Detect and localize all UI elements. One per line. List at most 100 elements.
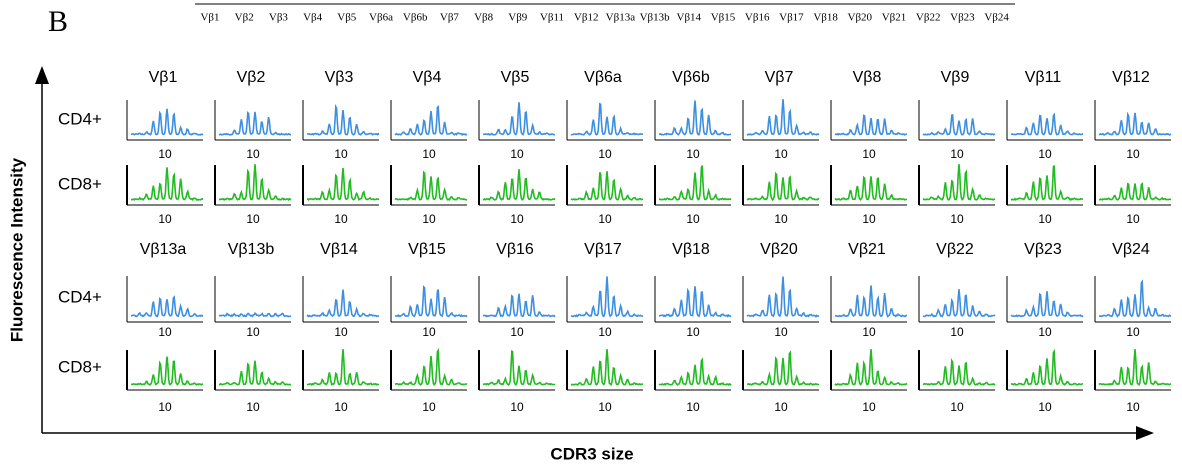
- row-label: CD8+: [58, 174, 102, 193]
- spectratype: [482, 169, 556, 201]
- strip-label: Vβ6b: [403, 12, 428, 24]
- spectratype: [834, 349, 908, 386]
- tick-label: 10: [598, 212, 612, 226]
- spectratype: [306, 349, 380, 386]
- panel-title: Vβ4: [413, 69, 442, 86]
- tick-label: 10: [158, 212, 172, 226]
- tick-label: 10: [1126, 212, 1140, 226]
- y-axis-label: Fluorescence Intensity: [7, 157, 26, 342]
- tick-label: 10: [1126, 400, 1140, 414]
- panel-title: Vβ24: [1112, 241, 1150, 258]
- spectratype: [922, 164, 996, 201]
- panel-title: Vβ6b: [672, 69, 710, 86]
- spectratype: [922, 113, 996, 136]
- panel-title: Vβ8: [853, 69, 882, 86]
- tick-label: 10: [334, 400, 348, 414]
- spectratype: [1010, 291, 1084, 318]
- tick-label: 10: [1038, 325, 1052, 339]
- tick-label: 10: [774, 400, 788, 414]
- strip-label: Vβ17: [779, 12, 804, 24]
- tick-label: 10: [862, 325, 876, 339]
- tick-label: 10: [950, 212, 964, 226]
- row-label: CD4+: [58, 287, 102, 306]
- strip-label: Vβ14: [677, 12, 702, 24]
- spectratype: [1010, 165, 1084, 202]
- panel-title: Vβ9: [941, 69, 970, 86]
- panel-label: B: [48, 5, 68, 38]
- panel-title: Vβ18: [672, 241, 710, 258]
- spectratype: [218, 360, 292, 386]
- spectratype: [130, 295, 204, 318]
- tick-label: 10: [510, 212, 524, 226]
- panel-title: Vβ21: [848, 241, 886, 258]
- strip-label: Vβ12: [574, 12, 599, 24]
- strip-label: Vβ13b: [640, 12, 671, 24]
- tick-label: 10: [246, 212, 260, 226]
- tick-label: 10: [1038, 147, 1052, 161]
- row-label: CD8+: [58, 357, 102, 376]
- spectratype: [746, 99, 820, 136]
- tick-label: 10: [422, 212, 436, 226]
- tick-label: 10: [158, 400, 172, 414]
- spectratype: [658, 286, 732, 318]
- tick-label: 10: [422, 325, 436, 339]
- spectratype: [658, 165, 732, 201]
- spectratype: [131, 167, 204, 202]
- tick-label: 10: [246, 400, 260, 414]
- tick-label: 10: [598, 400, 612, 414]
- spectratype: [1098, 111, 1172, 136]
- strip-label: Vβ9: [508, 12, 528, 24]
- strip-label: Vβ11: [540, 12, 564, 24]
- tick-label: 10: [686, 325, 700, 339]
- panel-title: Vβ3: [325, 69, 354, 86]
- spectratype: [1098, 349, 1172, 386]
- strip-label: Vβ3: [269, 12, 289, 24]
- spectratype: [483, 293, 556, 318]
- tick-label: 10: [246, 147, 260, 161]
- strip-label: Vβ18: [813, 12, 838, 24]
- row-label: CD4+: [58, 109, 102, 128]
- spectratype: [394, 170, 467, 202]
- strip-label: Vβ2: [235, 12, 254, 24]
- strip-label: Vβ8: [474, 12, 494, 24]
- tick-label: 10: [686, 400, 700, 414]
- tick-label: 10: [334, 147, 348, 161]
- tick-label: 10: [950, 147, 964, 161]
- spectratype: [1098, 182, 1172, 201]
- tick-label: 10: [862, 400, 876, 414]
- tick-label: 10: [158, 325, 172, 339]
- panel-title: Vβ12: [1112, 69, 1150, 86]
- tick-label: 10: [686, 147, 700, 161]
- tick-label: 10: [950, 400, 964, 414]
- x-axis-label: CDR3 size: [550, 444, 633, 463]
- tick-label: 10: [774, 147, 788, 161]
- spectratype: [1098, 279, 1172, 318]
- spectratype: [922, 358, 996, 386]
- tick-label: 10: [862, 212, 876, 226]
- strip-label: Vβ16: [745, 12, 770, 24]
- strip-label: Vβ24: [984, 12, 1009, 24]
- tick-label: 10: [246, 325, 260, 339]
- spectratype: [394, 348, 468, 387]
- strip-label: Vβ22: [916, 12, 941, 24]
- panel-title: Vβ16: [496, 241, 534, 258]
- spectratype: [307, 168, 380, 201]
- tick-label: 10: [334, 325, 348, 339]
- tick-label: 10: [510, 325, 524, 339]
- strip-label: Vβ5: [337, 12, 357, 24]
- strip-label: Vβ13a: [606, 12, 636, 24]
- spectratype: [570, 102, 644, 136]
- spectratype: [219, 164, 292, 201]
- panel-title: Vβ13b: [228, 241, 275, 258]
- spectratype: [834, 175, 907, 201]
- spectratype: [746, 276, 820, 318]
- y-arrow: [35, 66, 49, 84]
- spectratype: [746, 171, 820, 202]
- spectratype: [130, 108, 204, 136]
- spectratype: [570, 276, 644, 318]
- spectratype: [307, 103, 380, 136]
- tick-label: 10: [422, 400, 436, 414]
- strip-label: Vβ23: [950, 12, 975, 24]
- panel-title: Vβ15: [408, 241, 446, 258]
